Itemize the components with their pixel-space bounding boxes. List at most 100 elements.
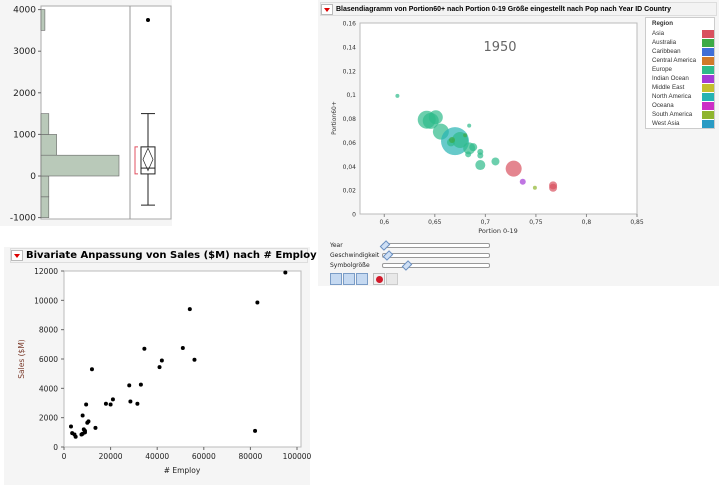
x-tick-label: 0,7 [481, 219, 491, 226]
legend-label: Indian Ocean [652, 75, 689, 82]
bivariate-title-bar[interactable]: Bivariate Anpassung von Sales ($M) nach … [10, 248, 317, 263]
y-tick-label: 0,14 [343, 44, 357, 51]
bubble-title-bar[interactable]: Blasendiagramm von Portion60+ nach Porti… [320, 2, 717, 16]
legend-item[interactable]: Indian Ocean [646, 74, 714, 83]
x-tick-label: 0,75 [529, 219, 543, 226]
bivariate-panel: Bivariate Anpassung von Sales ($M) nach … [4, 247, 317, 485]
red-triangle-menu-icon[interactable] [11, 249, 23, 261]
legend-label: Oceana [652, 102, 674, 109]
y-tick-label: 0,12 [343, 68, 357, 75]
histogram-bar [40, 113, 50, 135]
mean-diamond [142, 147, 154, 172]
legend-item[interactable]: North America [646, 92, 714, 101]
y-tick-label: 3000 [13, 47, 36, 57]
y-tick-label: 0,08 [343, 116, 357, 123]
legend-item[interactable]: Australia [646, 38, 714, 47]
legend-label: West Asia [652, 120, 680, 127]
legend-label: Caribbean [652, 48, 681, 55]
legend-item[interactable]: Oceana [646, 101, 714, 110]
y-tick-label: 2000 [13, 89, 36, 99]
y-tick-label: 0,06 [343, 140, 357, 147]
box [140, 146, 156, 175]
y-tick-label: 0 [30, 172, 36, 182]
legend-swatch [702, 74, 714, 83]
speed-slider[interactable] [382, 250, 490, 261]
save-button[interactable] [386, 273, 398, 285]
bubble [469, 143, 478, 152]
legend-item[interactable]: West Asia [646, 119, 714, 128]
bubble [505, 160, 522, 177]
legend-swatch [702, 83, 714, 92]
bubble-title: Blasendiagramm von Portion60+ nach Porti… [336, 6, 671, 13]
legend-label: Central America [652, 57, 697, 64]
x-tick-label: 0,85 [630, 219, 644, 226]
y-tick-label: 0,04 [343, 164, 357, 171]
y-tick-label: 0,1 [346, 92, 356, 99]
y-tick-label: 4000 [13, 6, 36, 16]
legend-item[interactable]: Caribbean [646, 47, 714, 56]
legend-item[interactable]: Middle East [646, 83, 714, 92]
bubble [465, 151, 472, 158]
legend-title: Region [652, 20, 673, 27]
legend-label: Europe [652, 66, 672, 73]
x-tick-label: 0,6 [379, 219, 389, 226]
bubble [549, 183, 558, 192]
bubble-chart: 1950 0,16 0,14 0,12 0,1 0,08 0,06 0,04 0,02 0 0,6 0… [331, 21, 644, 236]
bubble [448, 136, 455, 143]
legend-swatch [702, 101, 714, 110]
legend-swatch [702, 47, 714, 56]
size-slider[interactable] [382, 260, 490, 271]
legend-label: North America [652, 93, 692, 100]
legend-item[interactable]: Asia [646, 29, 714, 38]
y-axis-label: Portion60+ [331, 101, 338, 135]
year-watermark: 1950 [483, 40, 516, 55]
y-tick-label: 0,16 [343, 21, 357, 28]
y-tick-label: -1000 [10, 214, 36, 224]
bubble [519, 178, 526, 185]
legend-swatch [702, 65, 714, 74]
bubble [475, 160, 486, 171]
speed-label: Geschwindigkeit [330, 252, 380, 259]
legend-label: South America [652, 111, 693, 118]
distribution-panel: 4000 3000 2000 1000 0 -1000 [0, 0, 172, 226]
x-axis-label: Portion 0-19 [478, 227, 518, 235]
bubble [532, 185, 537, 190]
legend-swatch [702, 38, 714, 47]
legend-swatch [702, 56, 714, 65]
legend-swatch [702, 119, 714, 128]
legend-swatch [702, 92, 714, 101]
histogram-bar [40, 9, 46, 31]
bubble [477, 152, 484, 159]
y-tick-label: 0,02 [343, 188, 357, 195]
step-back-button[interactable] [330, 273, 342, 285]
red-triangle-menu-icon[interactable] [321, 3, 333, 15]
outlier-point [146, 18, 150, 22]
bubble [491, 157, 500, 166]
shortest-half-bracket [134, 146, 138, 175]
legend-label: Asia [652, 30, 665, 37]
histogram-bar [40, 154, 120, 177]
legend-item[interactable]: South America [646, 110, 714, 119]
distribution-chart: 4000 3000 2000 1000 0 -1000 [10, 5, 172, 224]
record-button[interactable] [373, 273, 385, 285]
legend-item[interactable]: Europe [646, 65, 714, 74]
play-button[interactable] [343, 273, 355, 285]
record-icon [375, 275, 383, 283]
x-tick-label: 0,8 [582, 219, 592, 226]
legend-swatch [702, 29, 714, 38]
legend-swatch [702, 110, 714, 119]
bubble [395, 93, 400, 98]
bubble [467, 123, 472, 128]
y-tick-label: 0 [352, 212, 356, 219]
y-tick-label: 1000 [13, 130, 36, 140]
legend-label: Australia [652, 39, 677, 46]
bubble [428, 110, 443, 125]
step-forward-button[interactable] [356, 273, 368, 285]
year-slider[interactable] [379, 240, 490, 251]
year-label: Year [330, 242, 343, 249]
legend-item[interactable]: Central America [646, 56, 714, 65]
region-legend: Region Asia Australia Caribbean Central Ame… [645, 17, 715, 129]
plot-frame [359, 22, 638, 215]
x-tick-label: 0,65 [428, 219, 442, 226]
size-label: Symbolgröße [330, 262, 370, 269]
